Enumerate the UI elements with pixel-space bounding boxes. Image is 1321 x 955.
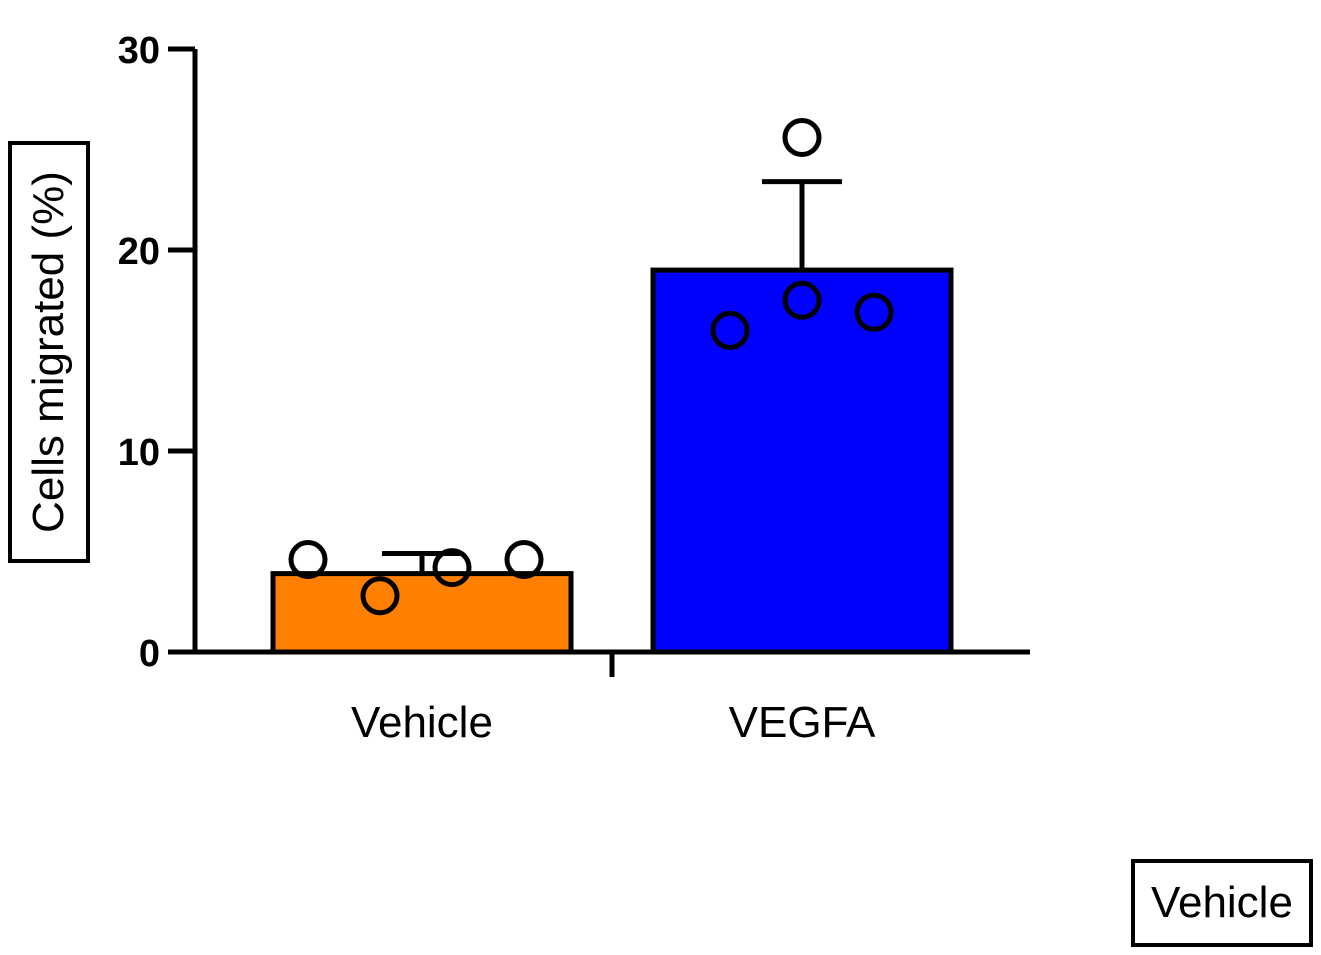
x-labels-group: Vehicle VEGFA: [351, 698, 876, 747]
data-points-group: [288, 117, 894, 616]
y-axis-label-box: Cells migrated (%): [8, 141, 90, 563]
bar-vehicle: [270, 571, 574, 655]
bar-vegfa: [650, 267, 954, 655]
legend-entry-vehicle: Vehicle: [1151, 878, 1293, 927]
data-point-vegfa-1: [710, 310, 750, 350]
x-tick-label-vehicle: Vehicle: [351, 698, 493, 747]
y-axis-label: Cells migrated (%): [24, 171, 73, 533]
data-point-vehicle-4: [504, 540, 544, 580]
legend-box: Vehicle: [1131, 859, 1313, 947]
data-point-vehicle-1: [288, 540, 328, 580]
data-point-vehicle-3: [432, 548, 472, 588]
y-ticks-group: 0 10 20 30: [118, 30, 195, 675]
data-point-vegfa-4: [782, 117, 822, 157]
data-point-vegfa-2: [782, 280, 822, 320]
y-tick-label-20: 20: [118, 231, 160, 273]
data-point-vehicle-2: [360, 576, 400, 616]
data-point-vegfa-3: [854, 292, 894, 332]
error-bars-group: [382, 179, 842, 574]
x-tick-label-vegfa: VEGFA: [729, 698, 876, 747]
y-tick-label-10: 10: [118, 432, 160, 474]
axes-group: [168, 49, 1030, 677]
y-tick-label-0: 0: [139, 633, 160, 675]
bars-group: [270, 267, 954, 655]
y-tick-label-30: 30: [118, 30, 160, 72]
